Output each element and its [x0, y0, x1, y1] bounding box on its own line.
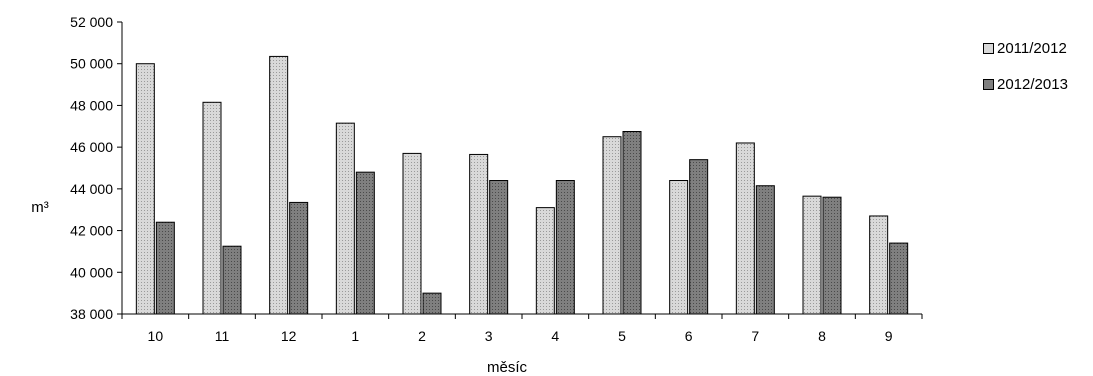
- bar-1-2: [402, 152, 422, 315]
- bar-2-12: [289, 201, 309, 315]
- x-tick-label-6: 6: [685, 328, 693, 344]
- y-tick-label-50000: 50 000: [70, 56, 113, 72]
- legend-label-series-1: 2011/2012: [997, 39, 1067, 57]
- x-tick-label-5: 5: [618, 328, 626, 344]
- bar-1-11: [202, 101, 222, 315]
- bar-2-4: [555, 180, 575, 315]
- legend-item-series-1: 2011/2012: [983, 38, 1068, 58]
- bar-2-6: [689, 159, 709, 315]
- x-tick-label-12: 12: [281, 328, 297, 344]
- bar-2-2: [422, 292, 442, 315]
- bar-1-6: [669, 180, 689, 315]
- x-axis-title: měsíc: [487, 359, 528, 376]
- y-tick-label-42000: 42 000: [70, 223, 113, 239]
- x-tick-label-2: 2: [418, 328, 426, 344]
- bar-2-10: [155, 221, 175, 315]
- bar-1-1: [335, 122, 355, 315]
- legend-item-series-2: 2012/2013: [983, 74, 1068, 94]
- y-tick-label-38000: 38 000: [70, 306, 113, 322]
- bar-2-9: [889, 242, 909, 315]
- bar-1-8: [802, 195, 822, 315]
- bar-1-7: [735, 142, 755, 315]
- y-tick-label-40000: 40 000: [70, 264, 113, 280]
- x-tick-label-11: 11: [215, 328, 230, 344]
- legend-swatch-series-1: [983, 42, 994, 54]
- bar-1-5: [602, 136, 622, 315]
- bars-layer: [135, 55, 909, 315]
- x-tick-label-8: 8: [818, 328, 826, 344]
- x-tick-label-4: 4: [551, 328, 559, 344]
- bar-1-12: [269, 55, 289, 315]
- x-tick-label-9: 9: [885, 328, 893, 344]
- bar-1-10: [135, 63, 155, 315]
- bar-1-4: [535, 207, 555, 315]
- legend-swatch-series-2: [983, 78, 994, 90]
- legend-label-series-2: 2012/2013: [997, 75, 1068, 93]
- bar-1-9: [869, 215, 889, 315]
- bar-2-8: [822, 196, 842, 315]
- bar-2-11: [222, 245, 242, 315]
- x-tick-label-1: 1: [351, 328, 359, 344]
- x-tick-label-10: 10: [148, 328, 164, 344]
- y-tick-label-48000: 48 000: [70, 97, 113, 113]
- legend: 2011/2012 2012/2013: [983, 38, 1068, 110]
- y-tick-label-46000: 46 000: [70, 139, 113, 155]
- bar-2-3: [489, 180, 509, 315]
- bar-2-7: [755, 185, 775, 315]
- bar-1-3: [469, 153, 489, 315]
- axes-layer: 38 000 40 000 42 000 44 000 46 000 48 000 50 0…: [70, 14, 923, 344]
- bar-2-1: [355, 171, 375, 315]
- y-tick-label-44000: 44 000: [70, 181, 113, 197]
- y-axis-title: m³: [31, 199, 49, 216]
- bar-2-5: [622, 131, 642, 315]
- x-tick-label-3: 3: [485, 328, 493, 344]
- x-tick-label-7: 7: [751, 328, 759, 344]
- y-tick-label-52000: 52 000: [70, 14, 113, 30]
